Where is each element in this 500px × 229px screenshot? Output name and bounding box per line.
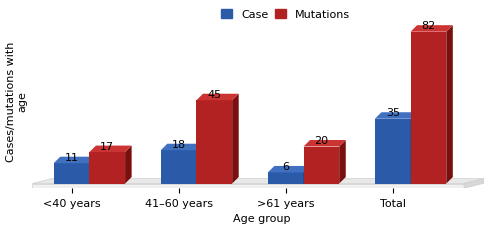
Polygon shape <box>339 140 346 184</box>
Polygon shape <box>304 166 310 184</box>
Text: 17: 17 <box>100 141 114 151</box>
Polygon shape <box>304 140 346 147</box>
Polygon shape <box>464 179 483 188</box>
Polygon shape <box>268 173 304 184</box>
Polygon shape <box>90 146 132 152</box>
Polygon shape <box>232 94 238 184</box>
Polygon shape <box>196 94 238 101</box>
Polygon shape <box>375 119 410 184</box>
Polygon shape <box>125 146 132 184</box>
Polygon shape <box>410 113 417 184</box>
X-axis label: Age group: Age group <box>234 213 291 224</box>
Polygon shape <box>268 166 310 173</box>
Text: 45: 45 <box>207 89 222 99</box>
Text: 6: 6 <box>282 161 289 171</box>
Text: 18: 18 <box>172 139 185 149</box>
Text: 82: 82 <box>422 21 436 31</box>
Polygon shape <box>161 144 203 150</box>
Y-axis label: Cases/mutations with
age: Cases/mutations with age <box>6 41 27 161</box>
Polygon shape <box>32 179 483 184</box>
Text: 35: 35 <box>386 108 400 118</box>
Polygon shape <box>161 150 196 184</box>
Text: 11: 11 <box>64 152 78 162</box>
Polygon shape <box>54 164 90 184</box>
Polygon shape <box>410 33 446 184</box>
Polygon shape <box>54 157 96 164</box>
Text: 20: 20 <box>314 135 328 145</box>
Polygon shape <box>196 101 232 184</box>
Polygon shape <box>32 184 464 188</box>
Polygon shape <box>90 152 125 184</box>
Polygon shape <box>410 26 453 33</box>
Polygon shape <box>375 113 417 119</box>
Polygon shape <box>90 157 96 184</box>
Legend: Case, Mutations: Case, Mutations <box>216 6 354 25</box>
Polygon shape <box>446 26 453 184</box>
Polygon shape <box>196 144 203 184</box>
Polygon shape <box>304 147 339 184</box>
